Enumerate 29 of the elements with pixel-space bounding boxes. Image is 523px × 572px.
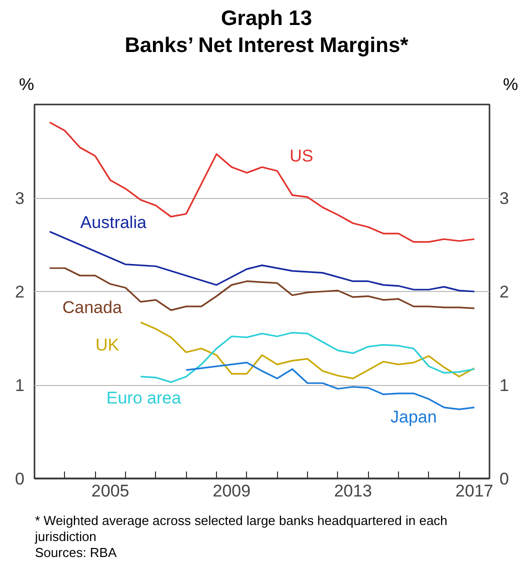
series-label: Japan: [390, 407, 437, 426]
text: * Weighted average across selected large banks headquartered in each jurisdiction: [35, 513, 448, 545]
y2-tick-label: 0: [500, 470, 509, 488]
y2-axis-title: %: [503, 74, 518, 96]
y-tick-label: 3: [15, 189, 25, 208]
y2-tick-label: 1: [500, 376, 509, 395]
series-label: Euro area: [106, 388, 182, 408]
chart-subtitle: Banks’ Net Interest Margins*: [124, 34, 408, 57]
source-note: Sources: RBA: [35, 545, 118, 561]
line-series: [140, 322, 476, 380]
line-series: [185, 362, 476, 410]
y2-tick-label: 3: [500, 189, 509, 208]
series-label: Australia: [80, 212, 147, 232]
y-axis-title: %: [19, 74, 34, 96]
series-label: UK: [95, 335, 120, 354]
y2-tick-label: 2: [500, 282, 509, 302]
line-series: [140, 332, 476, 383]
series-label: US: [290, 146, 314, 166]
x-tick-label: 2005: [91, 482, 130, 500]
x-tick-label: 2009: [212, 482, 251, 500]
y-tick-label: 0: [15, 470, 25, 488]
chart-title: Graph 13: [220, 7, 312, 30]
x-tick-label: 2017: [455, 482, 494, 500]
line-series: [48, 121, 476, 243]
y-tick-label: 1: [15, 376, 25, 395]
series-label: Canada: [62, 298, 122, 317]
line-series: [48, 230, 476, 292]
x-tick-label: 2013: [334, 482, 372, 500]
y-tick-label: 2: [15, 282, 25, 302]
